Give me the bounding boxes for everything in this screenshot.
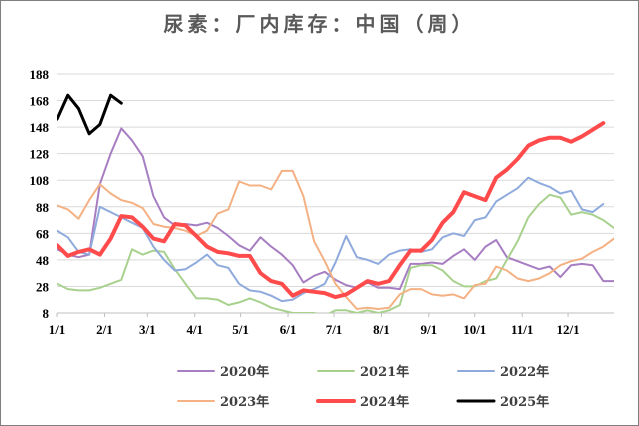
y-tick-label: 8 [43,306,50,321]
series-line-2022 [57,176,605,303]
legend: 2020年 2021年 2022年 2023年 2024年 2025年 [177,364,549,410]
y-tick-label: 168 [30,94,50,109]
legend-label: 2024年 [360,394,409,410]
y-tick-label: 108 [30,173,50,188]
legend-label: 2023年 [220,394,269,410]
legend-label: 2020年 [220,364,269,380]
axes: 8 28 48 68 88 108 128 148 168 188 1/1 2/1 3/1 4/1 5/1 6… [30,67,614,337]
chart-title: 尿素：厂内库存：中国（周） [163,12,476,36]
x-tick-label: 10/1 [463,322,486,337]
x-tick-label: 11/1 [511,322,533,337]
series-line-2024 [57,121,606,300]
x-tick-label: 5/1 [232,322,249,337]
x-tick-label: 9/1 [420,322,437,337]
x-tick-label: 4/1 [186,322,203,337]
y-tick-label: 68 [36,226,50,241]
x-tick-label: 6/1 [280,322,297,337]
y-tick-label: 188 [30,67,50,82]
x-tick-label: 7/1 [326,322,343,337]
series-line-2020 [57,127,614,291]
series-lines [57,93,614,313]
y-tick-label: 28 [36,279,50,294]
series-line-2023 [57,169,614,310]
y-tick-label: 88 [36,200,50,215]
series-line-2021 [57,193,614,313]
y-tick-label: 128 [30,147,50,162]
x-tick-label: 3/1 [139,322,156,337]
x-tick-label: 8/1 [373,322,390,337]
series-line-2025 [57,93,123,136]
x-tick-label: 1/1 [49,322,66,337]
legend-label: 2022年 [500,364,549,380]
legend-label: 2025年 [500,394,549,410]
y-tick-label: 148 [30,120,50,135]
x-tick-label: 2/1 [96,322,113,337]
legend-label: 2021年 [360,364,409,380]
x-tick-label: 12/1 [556,322,579,337]
y-tick-label: 48 [36,253,50,268]
